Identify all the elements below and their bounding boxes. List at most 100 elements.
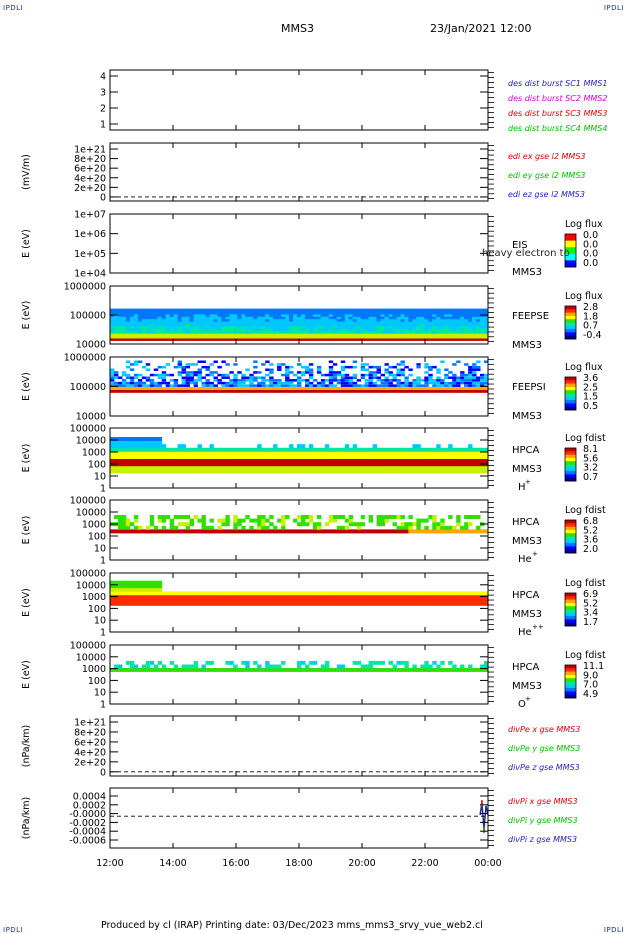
spectrogram-cell (416, 529, 421, 534)
spectrogram-cell (257, 384, 262, 387)
spectrogram-cell (137, 320, 143, 324)
spectrogram-cell (392, 668, 397, 672)
spectrogram-cell (213, 447, 218, 452)
spectrogram-cell (297, 376, 302, 379)
y-tick-label: 0 (100, 767, 106, 778)
spectrogram-cell (261, 529, 266, 534)
spectrogram-cell (245, 337, 250, 341)
spectrogram-cell (376, 365, 381, 369)
spectrogram-cell (336, 525, 342, 530)
spectrogram-cell (301, 518, 306, 523)
spectrogram-cell (456, 518, 461, 523)
spectrogram-cell (364, 320, 370, 324)
spectrogram-cell (380, 387, 385, 390)
spectrogram-cell (348, 668, 354, 672)
spectrogram-cell (468, 594, 473, 599)
spectrogram-cell (428, 320, 433, 324)
spectrogram-cell (412, 381, 417, 385)
y-tick-label: 1000 (82, 520, 106, 531)
spectrogram-cell (332, 330, 338, 334)
spectrogram-cell (348, 458, 354, 463)
spectrogram-cell (121, 529, 127, 534)
spectrogram-cell (348, 381, 354, 385)
spectrogram-cell (297, 325, 302, 329)
spectrogram-cell (420, 313, 425, 317)
spectrogram-cell (153, 328, 159, 332)
spectrogram-cell (484, 335, 489, 339)
spectrogram-cell (420, 328, 425, 332)
spectrogram-cell (201, 455, 206, 459)
spectrogram-cell (388, 332, 393, 337)
spectrogram-cell (293, 323, 298, 327)
spectrogram-cell (209, 594, 214, 599)
spectrogram-cell (408, 315, 413, 320)
spectrogram-cell (205, 381, 210, 385)
spectrogram-cell (257, 311, 262, 315)
spectrogram-cell (177, 458, 182, 463)
spectrogram-cell (225, 522, 230, 527)
spectrogram-cell (416, 308, 421, 312)
spectrogram-cell (368, 308, 373, 312)
spectrogram-cell (356, 455, 362, 459)
spectrogram-cell (217, 469, 222, 474)
spectrogram-cell (400, 390, 405, 393)
spectrogram-cell (352, 328, 358, 332)
spectrogram-cell (261, 379, 266, 382)
spectrogram-cell (285, 384, 290, 387)
spectrogram-cell (376, 332, 381, 337)
spectrogram-cell (233, 373, 238, 377)
spectrogram-cell (141, 458, 147, 463)
spectrogram-cell (301, 320, 306, 324)
spectrogram-cell (121, 373, 127, 377)
spectrogram-cell (316, 594, 322, 599)
spectrogram-cell (145, 332, 151, 337)
spectrogram-cell (201, 323, 206, 327)
spectrogram-cell (181, 591, 186, 596)
spectrogram-cell (121, 437, 127, 441)
spectrogram-cell (225, 308, 230, 312)
spectrogram-cell (320, 387, 326, 390)
spectrogram-cell (241, 455, 246, 459)
spectrogram-cell (404, 598, 409, 603)
spectrogram-cell (241, 601, 246, 606)
spectrogram-cell (312, 337, 318, 341)
spectrogram-cell (209, 518, 214, 523)
spectrogram-cell (316, 598, 322, 603)
spectrogram-cell (332, 325, 338, 329)
colorbar-segment (565, 240, 576, 248)
corner-label-top-left: IPDLI (3, 4, 24, 12)
spectrogram-cell (213, 308, 218, 312)
spectrogram-cell (241, 323, 246, 327)
spectrogram-cell (436, 325, 441, 329)
spectrogram-cell (320, 320, 326, 324)
spectrogram-cell (145, 330, 151, 334)
spectrogram-cell (364, 368, 370, 371)
spectrogram-cell (352, 522, 358, 527)
spectrogram-cell (241, 447, 246, 452)
spectrogram-cell (364, 318, 370, 322)
spectrogram-cell (114, 584, 119, 589)
spectrogram-cell (312, 668, 318, 672)
spectrogram-cell (249, 462, 254, 467)
spectrogram-cell (233, 458, 238, 463)
spectrogram-cell (480, 328, 485, 332)
spectrogram-cell (261, 335, 266, 339)
spectrogram-cell (197, 591, 202, 596)
spectrogram-cell (245, 462, 250, 467)
spectrogram-cell (185, 525, 190, 530)
spectrogram-cell (261, 462, 266, 467)
spectrogram-cell (121, 469, 127, 474)
spectrogram-cell (225, 325, 230, 329)
spectrogram-cell (289, 451, 294, 456)
spectrogram-cell (301, 469, 306, 474)
spectrogram-cell (133, 444, 139, 449)
spectrogram-cell (428, 598, 433, 603)
spectrogram-cell (468, 591, 473, 596)
spectrogram-cell (169, 465, 175, 470)
spectrogram-cell (336, 332, 342, 337)
spectrogram-cell (169, 451, 175, 456)
spectrogram-cell (464, 594, 469, 599)
spectrogram-cell (161, 591, 167, 596)
spectrogram-cell (181, 522, 186, 527)
spectrogram-cell (197, 332, 202, 337)
